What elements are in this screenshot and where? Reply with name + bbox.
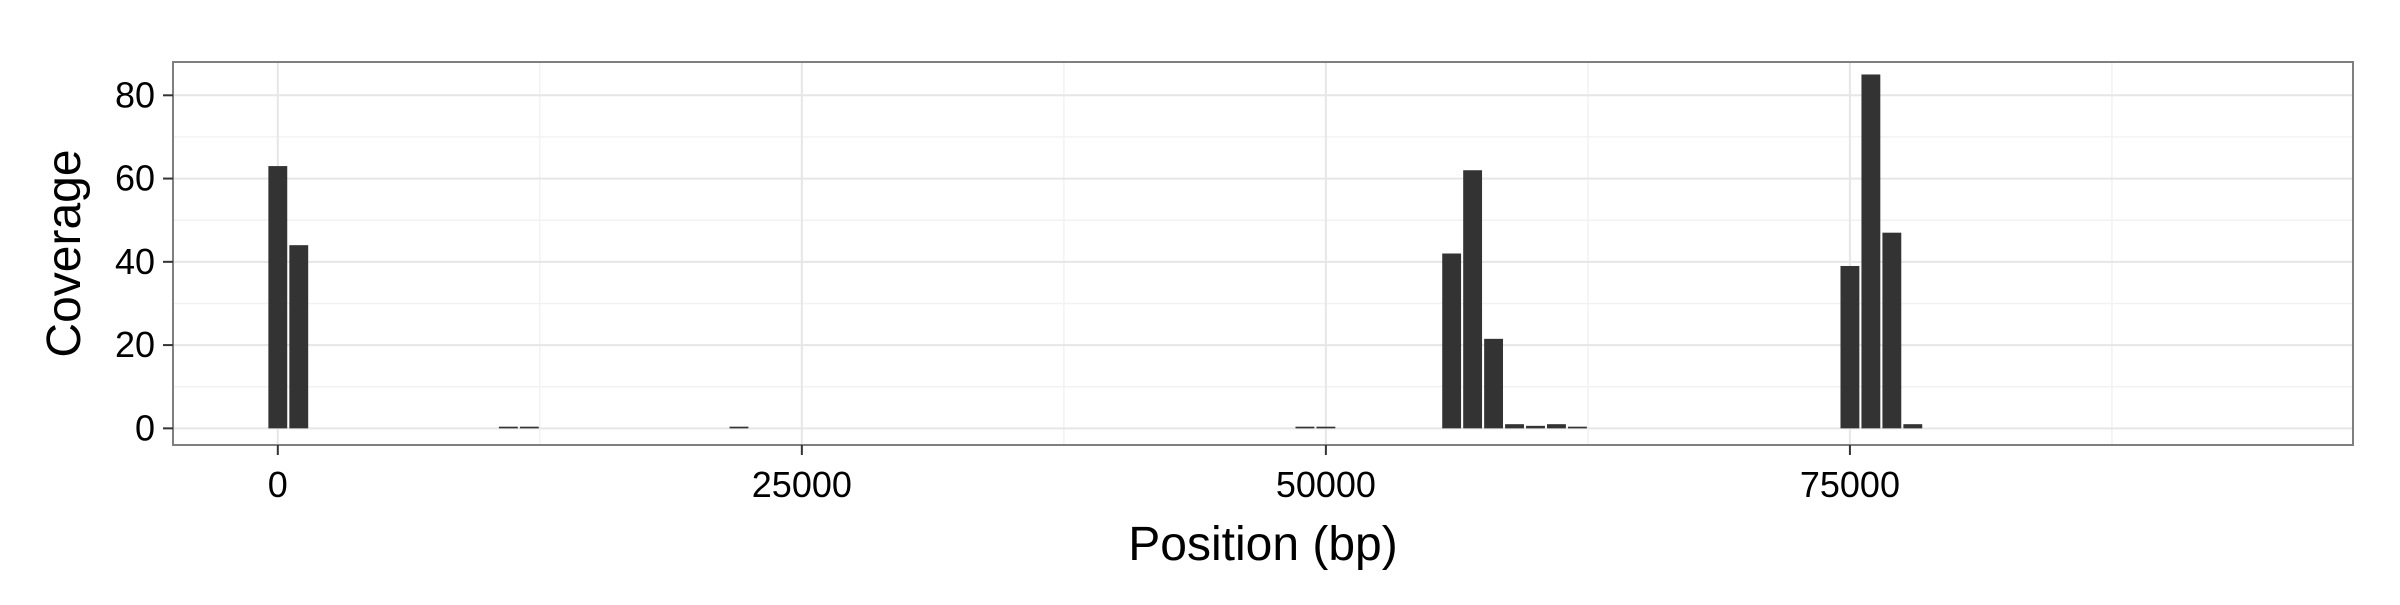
y-tick-label: 0 — [135, 407, 155, 448]
bar — [1840, 265, 1860, 429]
bar — [1442, 253, 1462, 429]
bar — [1882, 232, 1902, 429]
y-tick-label: 40 — [115, 241, 155, 282]
bar — [1316, 426, 1336, 429]
bar — [1526, 425, 1545, 429]
x-tick-label: 75000 — [1800, 464, 1900, 505]
x-axis: 0 25000 50000 75000 — [268, 445, 1900, 505]
x-axis-label: Position (bp) — [1128, 518, 1397, 571]
y-tick-label: 60 — [115, 158, 155, 199]
bar — [1484, 338, 1504, 429]
bar — [1505, 424, 1524, 429]
bar — [1861, 74, 1881, 429]
bar — [498, 426, 518, 429]
bar — [1463, 170, 1483, 429]
x-tick-label: 50000 — [1276, 464, 1376, 505]
grid-minor — [173, 62, 2353, 445]
bar — [519, 426, 539, 429]
bar — [268, 166, 288, 429]
bars — [268, 74, 1923, 429]
grid-major — [173, 62, 2353, 445]
plot-panel — [173, 62, 2353, 445]
y-axis: 0 20 40 60 80 — [115, 74, 173, 448]
y-tick-label: 20 — [115, 324, 155, 365]
bar — [289, 245, 309, 429]
x-tick-label: 0 — [268, 464, 288, 505]
bar — [1547, 424, 1566, 429]
bar — [1295, 426, 1315, 429]
x-tick-label: 25000 — [752, 464, 852, 505]
bar — [1567, 426, 1587, 429]
panel-border — [172, 61, 2354, 446]
y-tick-label: 80 — [115, 74, 155, 115]
y-axis-label: Coverage — [38, 149, 91, 357]
bar — [729, 426, 749, 429]
bar — [1903, 424, 1923, 429]
